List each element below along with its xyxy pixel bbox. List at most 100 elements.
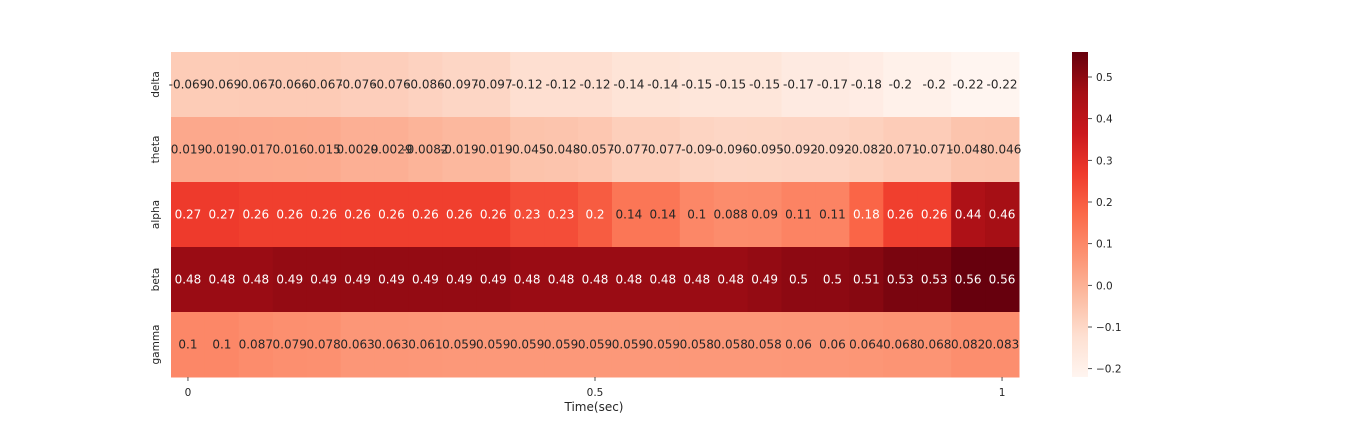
heatmap-cell (645, 117, 681, 183)
cell-value-label: 0.082 (951, 338, 985, 352)
cell-value-label: 0.06 (819, 338, 846, 352)
heatmap-cell (408, 247, 443, 313)
colorbar-tick-label: 0.3 (1096, 155, 1113, 167)
heatmap-cell (171, 52, 206, 118)
cell-value-label: -0.045 (508, 143, 547, 157)
cell-value-label: 0.51 (853, 273, 880, 287)
heatmap-cell (374, 312, 409, 378)
cell-value-label: -0.17 (817, 78, 848, 92)
cell-value-label: 0.49 (480, 273, 507, 287)
x-tick-label: 0.5 (587, 387, 604, 399)
cell-value-label: 0.063 (374, 338, 408, 352)
cell-value-label: 0.5 (789, 273, 808, 287)
colorbar-ticks: 0.5 0.4 0.3 0.2 0.1 0.0 −0.1 −0.2 (1088, 72, 1122, 376)
heatmap-cell (204, 247, 240, 313)
cell-value-label: -0.069 (203, 78, 242, 92)
cell-value-label: -0.095 (745, 143, 784, 157)
cell-value-label: 0.068 (917, 338, 951, 352)
cell-value-label: 0.14 (616, 208, 643, 222)
cell-value-label: 0.061 (408, 338, 442, 352)
heatmap-cell (917, 312, 952, 378)
heatmap-cell (578, 312, 613, 378)
cell-value-label: -0.12 (546, 78, 577, 92)
cell-value-label: -0.048 (542, 143, 581, 157)
cell-value-label: 0.1 (687, 208, 706, 222)
cell-value-label: 0.26 (276, 208, 303, 222)
cell-value-label: 0.064 (849, 338, 883, 352)
heatmap-cell (849, 182, 884, 248)
heatmap-cell (442, 312, 477, 378)
heatmap-cell (238, 117, 274, 183)
heatmap-cell (713, 52, 749, 118)
cell-value-label: 0.058 (747, 338, 781, 352)
cell-value-label: 0.079 (273, 338, 307, 352)
cell-value-label: 0.088 (714, 208, 748, 222)
cell-value-label: 0.059 (476, 338, 510, 352)
cell-value-label: 0.14 (649, 208, 676, 222)
cell-value-label: 0.078 (306, 338, 340, 352)
heatmap-cell (883, 247, 918, 313)
heatmap-cell (442, 247, 477, 313)
heatmap-cell (171, 182, 206, 248)
cell-value-label: 0.18 (853, 208, 880, 222)
cell-value-label: 0.0029 (337, 143, 379, 157)
heatmap-cell (408, 52, 443, 118)
heatmap-cell (951, 117, 986, 183)
heatmap-cell (747, 247, 783, 313)
cell-value-label: 0.49 (378, 273, 405, 287)
cell-value-label: -0.069 (169, 78, 208, 92)
heatmap-cell (815, 52, 850, 118)
heatmap-cell (374, 182, 409, 248)
cell-value-label: -0.076 (372, 78, 411, 92)
cell-value-label: -0.14 (613, 78, 644, 92)
heatmap-cell (374, 117, 409, 183)
cell-value-label: 0.26 (480, 208, 507, 222)
cell-value-label: 0.48 (514, 273, 541, 287)
heatmap-cell (883, 182, 918, 248)
cell-value-label: 0.11 (785, 208, 812, 222)
heatmap-cell (238, 182, 274, 248)
colorbar-tick-label: 0.5 (1096, 72, 1113, 84)
cell-value-label: 0.0029 (370, 143, 412, 157)
heatmap-cell (781, 117, 816, 183)
heatmap-cell (306, 52, 342, 118)
cell-value-label: -0.077 (643, 143, 682, 157)
heatmap-cell (611, 182, 647, 248)
cell-value-label: 0.44 (955, 208, 982, 222)
heatmap-cell (374, 247, 409, 313)
heatmap-cell (578, 247, 613, 313)
cell-value-label: 0.083 (985, 338, 1019, 352)
cell-value-label: -0.12 (512, 78, 543, 92)
heatmap-cell (781, 52, 816, 118)
heatmap-cell (272, 117, 308, 183)
cell-value-label: 0.059 (544, 338, 578, 352)
heatmap-cell (679, 117, 715, 183)
heatmap-cell (815, 247, 850, 313)
cell-value-label: 0.48 (242, 273, 269, 287)
heatmap-cell (204, 182, 240, 248)
cell-value-label: 0.019 (205, 143, 239, 157)
heatmap-cell (510, 182, 545, 248)
heatmap-cell (340, 247, 376, 313)
heatmap-cell (238, 52, 274, 118)
cell-value-label: -0.092 (813, 143, 852, 157)
cell-value-label: 0.059 (442, 338, 476, 352)
x-tick-labels: 0 0.5 1 (185, 377, 1005, 399)
heatmap-cell (815, 117, 850, 183)
heatmap-cells (171, 52, 1020, 378)
cell-value-label: 0.48 (548, 273, 575, 287)
cell-value-label: 0.49 (310, 273, 337, 287)
heatmap-cell (679, 182, 715, 248)
cell-value-label: 0.016 (273, 143, 307, 157)
x-axis-label: Time(sec) (564, 400, 624, 414)
heatmap-cell-labels: -0.069-0.069-0.067-0.066-0.067-0.076-0.0… (169, 78, 1022, 352)
heatmap-cell (849, 117, 884, 183)
cell-value-label: 0.48 (582, 273, 609, 287)
cell-value-label: 0.26 (378, 208, 405, 222)
cell-value-label: 0.2 (585, 208, 604, 222)
heatmap-cell (171, 312, 206, 378)
cell-value-label: 0.26 (310, 208, 337, 222)
cell-value-label: -0.097 (440, 78, 479, 92)
heatmap-cell (883, 117, 918, 183)
